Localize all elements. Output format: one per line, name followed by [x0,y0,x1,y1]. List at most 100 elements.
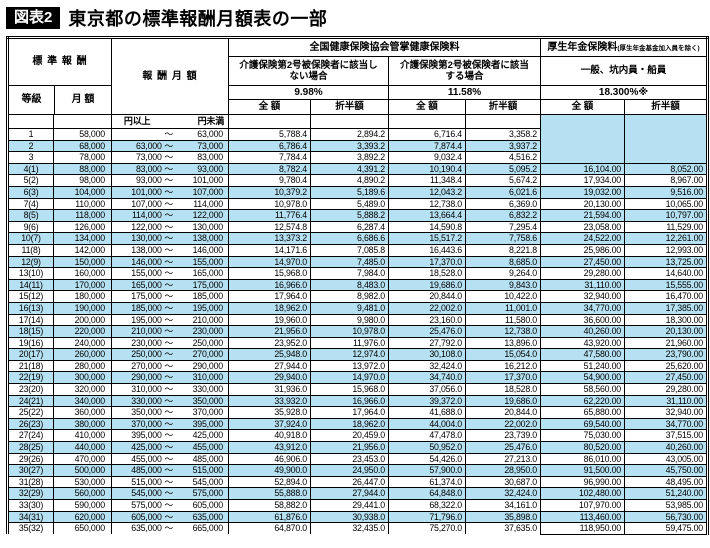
table-row: 31(28) 530,000 515,000 ～ 545,000 52,894.0 26,4… [7,475,708,489]
remuneration-range-part: ～ [164,244,173,255]
health-1158-full-cell: 15,517.2 [388,232,466,245]
table-row: 14(11) 170,000 165,000 ～ 175,000 16,966.0 8,48… [7,278,708,292]
table-row: 13(10) 160,000 155,000 ～ 165,000 15,968.0 7,98… [7,267,708,280]
remuneration-range-part: ～ [164,384,173,395]
remuneration-range-cell: 230,000 ～ 250,000 [111,336,229,350]
remuneration-range-part: ～ [164,291,173,302]
grade-cell: 23(20) [7,383,54,396]
remuneration-range-part: ～ [164,233,173,244]
remuneration-range-part: 395,000 [131,430,162,441]
health-1158-full-cell: 27,792.0 [388,336,466,350]
health-1158-full-cell: 44,004.0 [388,417,466,431]
health-1158-half-cell: 28,950.0 [465,464,541,477]
remuneration-range-cell: 605,000 ～ 635,000 [111,510,229,524]
remuneration-range-part: 515,000 [192,465,224,476]
remuneration-range-cell: 330,000 ～ 350,000 [111,394,229,408]
health-998-full-cell: 37,924.0 [228,417,311,431]
remuneration-range-part: 515,000 [131,476,162,487]
health-998-full-cell: 9,780.4 [228,174,311,187]
health-1158-half-cell: 27,213.0 [465,452,541,466]
health-1158-half-cell: 35,898.0 [465,510,541,524]
monthly-cell [53,114,112,129]
remuneration-range-cell: 545,000 ～ 575,000 [111,487,229,500]
remuneration-range-cell: 122,000 ～ 130,000 [111,220,229,234]
health-998-full-cell: 12,574.8 [228,220,311,234]
health-1158-half-cell: 6,369.0 [465,197,541,211]
health-1158-full-cell: 30,108.0 [388,348,466,361]
remuneration-range-part: 83,000 [135,163,162,174]
health-1158-full-cell: 13,664.4 [388,209,466,222]
remuneration-range-part: 425,000 [192,430,224,441]
table-row: 16(13) 190,000 185,000 ～ 195,000 18,962.0 9,48… [7,301,708,315]
remuneration-range-part: ～ [164,418,173,429]
pension-full-cell: 21,594.00 [540,209,625,222]
remuneration-range-part: 485,000 [192,453,224,464]
grade-cell: 27(24) [7,429,54,443]
remuneration-range-part: 250,000 [192,337,224,348]
health-998-full-cell: 14,970.0 [228,255,311,269]
remuneration-range-part: 485,000 [131,465,162,476]
grade-cell: 14(11) [7,278,54,292]
monthly-cell: 530,000 [53,475,112,489]
pension-full-cell: 102,480.00 [540,487,625,500]
health-1158-half-cell: 6,021.6 [465,185,541,199]
remuneration-range-cell: 185,000 ～ 195,000 [111,301,229,315]
table-row: 21(18) 280,000 270,000 ～ 290,000 27,944.0 13,9… [7,359,708,373]
pension-half-cell: 10,065.00 [624,197,708,211]
health-1158-half-cell: 22,002.0 [465,417,541,431]
pension-full-cell: 19,032.00 [540,185,625,199]
remuneration-range-part: 107,000 [192,186,224,197]
pension-full-cell: 23,058.00 [540,220,625,234]
table-row: 34(31) 620,000 605,000 ～ 635,000 61,876.0 30,9… [7,510,708,524]
health-cell [465,114,541,129]
remuneration-range-part: 101,000 [192,175,224,186]
remuneration-range-cell: 195,000 ～ 210,000 [111,313,229,327]
pension-half-cell: 14,640.00 [624,267,708,280]
health-998-full-cell: 58,882.0 [228,499,311,512]
table-row: 17(14) 200,000 195,000 ～ 210,000 19,960.0 9,98… [7,313,708,327]
table-row: 18(15) 220,000 210,000 ～ 230,000 21,956.0 10,9… [7,325,708,338]
monthly-cell: 134,000 [53,232,112,245]
pension-half-cell: 17,385.00 [624,301,708,315]
pension-half-cell: 10,797.00 [624,209,708,222]
pension-half-cell: 40,260.00 [624,441,708,454]
grade-cell: 35(32) [7,522,54,535]
monthly-cell: 260,000 [53,348,112,361]
remuneration-range-part: ～ [164,349,173,360]
health-1158-half-cell: 6,832.2 [465,209,541,222]
health-1158-half-cell: 34,161.0 [465,499,541,512]
pension-full-cell: 32,940.00 [540,290,625,303]
grade-cell: 4(1) [7,162,54,176]
monthly-cell: 300,000 [53,371,112,385]
table-row: 11(8) 142,000 138,000 ～ 146,000 14,171.6 7,085… [7,243,708,257]
remuneration-range-part: 165,000 [192,268,224,279]
health-998-half-cell: 4,890.2 [310,174,389,187]
remuneration-range-part: 130,000 [131,233,162,244]
health-1158-half-cell: 7,295.4 [465,220,541,234]
health-1158-half-cell: 16,212.0 [465,359,541,373]
health-1158-half-cell: 5,674.2 [465,174,541,187]
monthly-cell: 190,000 [53,301,112,315]
remuneration-range-part: 122,000 [192,210,224,221]
table-row: 22(19) 300,000 290,000 ～ 310,000 29,940.0 14,9… [7,371,708,385]
health-1158-half-cell: 3,358.2 [465,128,541,141]
pension-half-cell: 9,516.00 [624,185,708,199]
monthly-cell: 620,000 [53,510,112,524]
remuneration-range-part: 605,000 [131,511,162,522]
monthly-cell: 240,000 [53,336,112,350]
health-998-half-cell: 13,972.0 [310,359,389,373]
remuneration-range-part: 330,000 [131,395,162,406]
pension-half-cell: 37,515.00 [624,429,708,443]
health-998-full-cell: 15,968.0 [228,267,311,280]
health-998-full-cell: 49,900.0 [228,464,311,477]
health-1158-full-cell: 68,322.0 [388,499,466,512]
grade-cell: 16(13) [7,301,54,315]
remuneration-range-cell: 485,000 ～ 515,000 [111,464,229,477]
remuneration-range-cell: 93,000 ～ 101,000 [111,174,229,187]
health-998-half-cell: 32,435.0 [310,522,389,535]
pension-full-cell: 54,900.00 [540,371,625,385]
page-title: 東京都の標準報酬月額表の一部 [68,9,328,29]
health-998-half-cell: 17,964.0 [310,406,389,419]
remuneration-range-part: ～ [164,163,173,174]
health-1158-half-cell: 18,528.0 [465,383,541,396]
